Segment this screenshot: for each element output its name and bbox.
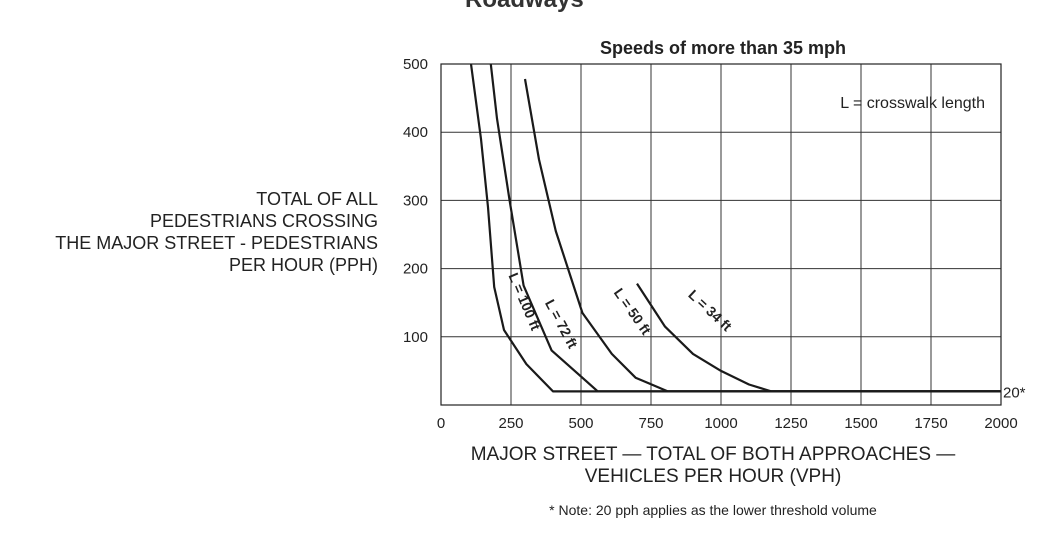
- x-axis-label-line: MAJOR STREET — TOTAL OF BOTH APPROACHES …: [470, 444, 956, 465]
- chart-title: Speeds of more than 35 mph: [599, 38, 847, 58]
- curve-label: L = 34 ft: [685, 286, 735, 334]
- curves: [469, 63, 1001, 393]
- y-axis-label: TOTAL OF ALL PEDESTRIANS CROSSING THE MA…: [0, 188, 378, 276]
- curve-labels: L = 100 ftL = 72 ft L = 50 ft L = 34 ft: [505, 270, 735, 351]
- threshold-label: 20*: [1003, 384, 1026, 401]
- curve-label: L = 50 ft: [611, 285, 655, 338]
- x-tick-label: 2000: [984, 415, 1017, 432]
- series-line: [489, 63, 1001, 393]
- plot-frame: [440, 63, 1002, 406]
- x-tick-label: 750: [638, 415, 663, 432]
- clipped-section-title: Roadways: [465, 0, 584, 14]
- grid: [441, 64, 1001, 405]
- y-tick-label: 300: [403, 192, 428, 209]
- x-axis-label-line: VEHICLES PER HOUR (VPH): [584, 466, 842, 487]
- y-axis-label-line: THE MAJOR STREET - PEDESTRIANS: [55, 233, 378, 253]
- x-tick-label: 1250: [774, 415, 807, 432]
- y-tick-label: 400: [403, 124, 428, 141]
- tick-labels: 0 250 500 750 1000 1250 1500 1750 2000 100 200 300 4…: [403, 56, 1018, 432]
- x-tick-label: 250: [498, 415, 523, 432]
- y-tick-label: 200: [403, 261, 428, 278]
- y-axis-label-line: PER HOUR (PPH): [228, 255, 378, 275]
- y-tick-label: 100: [403, 329, 428, 346]
- x-tick-label: 500: [568, 415, 593, 432]
- y-axis-label-line: PEDESTRIANS CROSSING: [149, 211, 378, 231]
- x-tick-label: 1000: [704, 415, 737, 432]
- y-axis-label-line: TOTAL OF ALL: [256, 189, 378, 209]
- series-line: [636, 282, 1001, 393]
- x-axis-label: MAJOR STREET — TOTAL OF BOTH APPROACHES …: [443, 444, 983, 488]
- series-line: [469, 63, 1001, 393]
- x-tick-label: 1750: [914, 415, 947, 432]
- crosswalk-note: L = crosswalk length: [840, 95, 985, 112]
- x-tick-label: 0: [437, 415, 445, 432]
- x-tick-label: 1500: [844, 415, 877, 432]
- y-tick-label: 500: [403, 56, 428, 73]
- series-line: [523, 78, 1001, 393]
- footnote: * Note: 20 pph applies as the lower thre…: [549, 502, 877, 518]
